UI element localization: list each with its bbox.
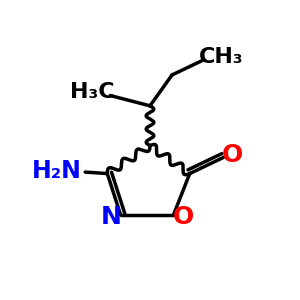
- Text: O: O: [222, 143, 243, 167]
- Text: N: N: [101, 205, 122, 229]
- Text: H₂N: H₂N: [32, 159, 82, 183]
- Text: O: O: [172, 205, 194, 229]
- Text: CH₃: CH₃: [199, 47, 244, 67]
- Text: H₃C: H₃C: [70, 82, 115, 102]
